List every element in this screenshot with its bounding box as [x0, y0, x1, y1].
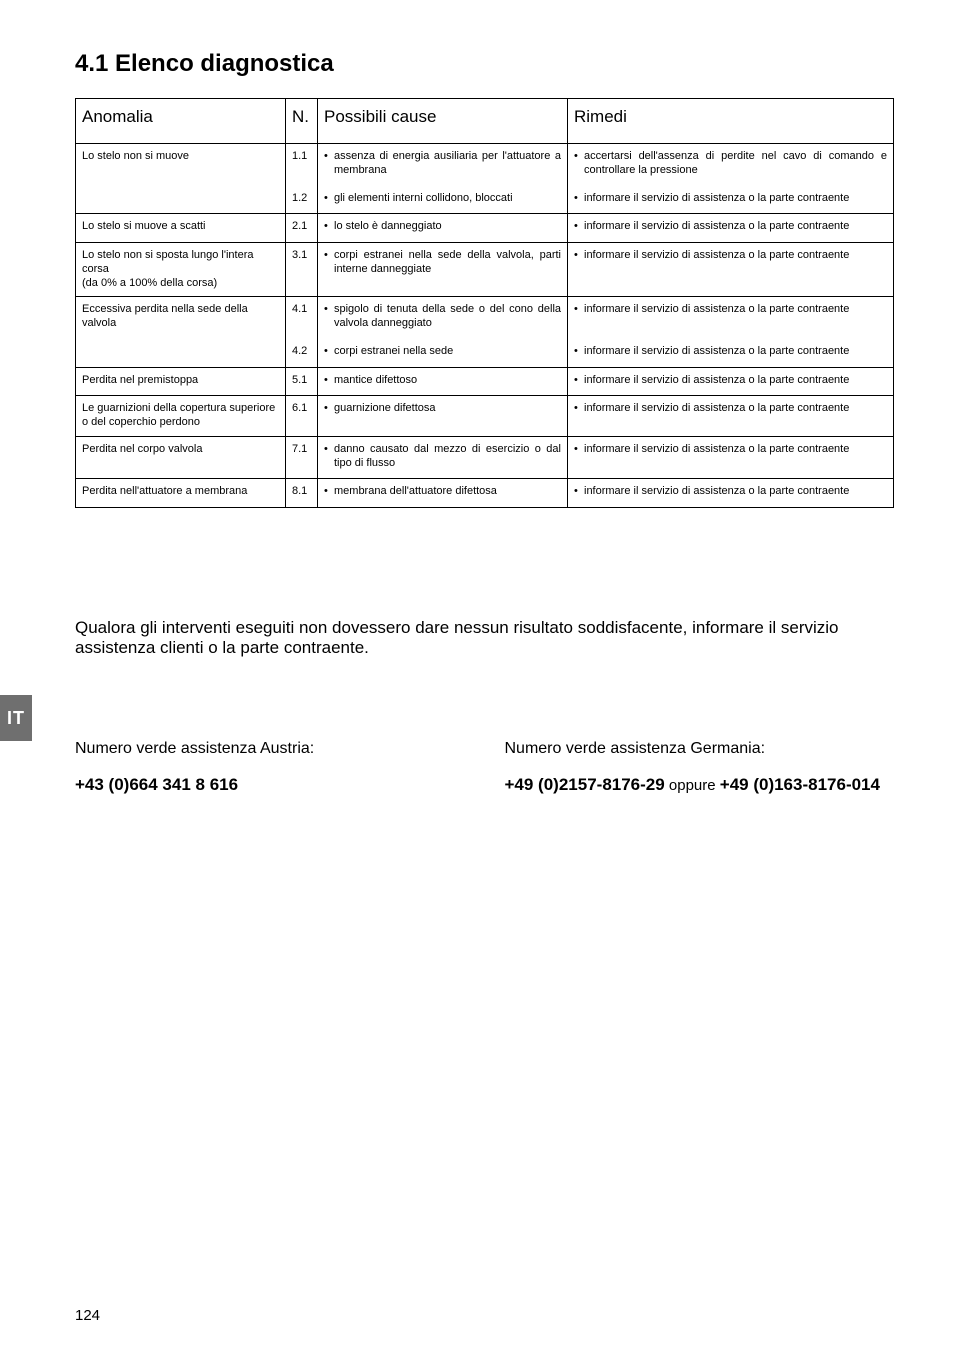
n-cell: 7.1: [286, 436, 318, 479]
th-n: N.: [286, 99, 318, 144]
rimedi-item: informare il servizio di assistenza o la…: [574, 345, 887, 359]
cause-item: assenza di energia ausiliaria per l'attu…: [324, 150, 561, 178]
anomalia-cell: Le guarnizioni della copertura superiore…: [76, 396, 286, 437]
contacts: Numero verde assistenza Austria: +43 (0)…: [75, 739, 894, 796]
th-anomalia: Anomalia: [76, 99, 286, 144]
rimedi-cell: informare il servizio di assistenza o la…: [568, 436, 894, 479]
contact-right-phone-b: +49 (0)163-8176-014: [720, 775, 880, 794]
cause-item: lo stelo è danneggiato: [324, 220, 561, 234]
rimedi-cell: informare il servizio di assistenza o la…: [568, 396, 894, 437]
n-cell: 1.2: [286, 186, 318, 214]
cause-cell: membrana dell'attuatore difettosa: [318, 479, 568, 508]
n-cell: 8.1: [286, 479, 318, 508]
cause-item: gli elementi interni collidono, bloccati: [324, 192, 561, 206]
cause-item: danno causato dal mezzo di esercizio o d…: [324, 443, 561, 471]
cause-cell: assenza di energia ausiliaria per l'attu…: [318, 144, 568, 186]
cause-cell: corpi estranei nella sede: [318, 339, 568, 367]
side-tab: IT: [0, 695, 32, 741]
cause-cell: gli elementi interni collidono, bloccati: [318, 186, 568, 214]
n-cell: 5.1: [286, 367, 318, 396]
n-cell: 4.1: [286, 297, 318, 339]
rimedi-item: informare il servizio di assistenza o la…: [574, 374, 887, 388]
rimedi-cell: informare il servizio di assistenza o la…: [568, 339, 894, 367]
anomalia-cell: Lo stelo non si sposta lungo l'intera co…: [76, 243, 286, 297]
contact-right-phone-a: +49 (0)2157-8176-29: [505, 775, 665, 794]
contact-right: Numero verde assistenza Germania: +49 (0…: [505, 739, 895, 796]
rimedi-item: accertarsi dell'assenza di perdite nel c…: [574, 150, 887, 178]
th-cause: Possibili cause: [318, 99, 568, 144]
rimedi-cell: informare il servizio di assistenza o la…: [568, 214, 894, 243]
anomalia-cell: Perdita nell'attuatore a membrana: [76, 479, 286, 508]
cause-cell: lo stelo è danneggiato: [318, 214, 568, 243]
cause-cell: spigolo di tenuta della sede o del cono …: [318, 297, 568, 339]
rimedi-item: informare il servizio di assistenza o la…: [574, 443, 887, 457]
rimedi-item: informare il servizio di assistenza o la…: [574, 249, 887, 263]
cause-cell: mantice difettoso: [318, 367, 568, 396]
anomalia-cell: Perdita nel premistoppa: [76, 367, 286, 396]
rimedi-item: informare il servizio di assistenza o la…: [574, 402, 887, 416]
cause-item: membrana dell'attuatore difettosa: [324, 485, 561, 499]
n-cell: 4.2: [286, 339, 318, 367]
contact-left-phone: +43 (0)664 341 8 616: [75, 774, 465, 796]
rimedi-cell: informare il servizio di assistenza o la…: [568, 367, 894, 396]
n-cell: 1.1: [286, 144, 318, 186]
th-rimedi: Rimedi: [568, 99, 894, 144]
n-cell: 6.1: [286, 396, 318, 437]
anomalia-cell: Perdita nel corpo valvola: [76, 436, 286, 479]
contact-left: Numero verde assistenza Austria: +43 (0)…: [75, 739, 465, 796]
rimedi-cell: informare il servizio di assistenza o la…: [568, 479, 894, 508]
n-cell: 3.1: [286, 243, 318, 297]
footer-note: Qualora gli interventi eseguiti non dove…: [75, 618, 894, 659]
cause-item: mantice difettoso: [324, 374, 561, 388]
anomalia-cell: Lo stelo si muove a scatti: [76, 214, 286, 243]
n-cell: 2.1: [286, 214, 318, 243]
cause-item: corpi estranei nella sede della valvola,…: [324, 249, 561, 277]
cause-cell: danno causato dal mezzo di esercizio o d…: [318, 436, 568, 479]
section-heading: 4.1 Elenco diagnostica: [75, 50, 894, 78]
anomalia-cell: Lo stelo non si muove: [76, 144, 286, 214]
cause-item: guarnizione difettosa: [324, 402, 561, 416]
rimedi-cell: accertarsi dell'assenza di perdite nel c…: [568, 144, 894, 186]
rimedi-cell: informare il servizio di assistenza o la…: [568, 243, 894, 297]
cause-item: corpi estranei nella sede: [324, 345, 561, 359]
contact-right-label: Numero verde assistenza Germania:: [505, 739, 895, 760]
contact-left-label: Numero verde assistenza Austria:: [75, 739, 465, 760]
contact-right-phone: +49 (0)2157-8176-29 oppure +49 (0)163-81…: [505, 774, 895, 796]
rimedi-item: informare il servizio di assistenza o la…: [574, 485, 887, 499]
cause-item: spigolo di tenuta della sede o del cono …: [324, 303, 561, 331]
rimedi-cell: informare il servizio di assistenza o la…: [568, 186, 894, 214]
contact-right-conj: oppure: [665, 777, 720, 794]
rimedi-cell: informare il servizio di assistenza o la…: [568, 297, 894, 339]
rimedi-item: informare il servizio di assistenza o la…: [574, 303, 887, 317]
rimedi-item: informare il servizio di assistenza o la…: [574, 192, 887, 206]
anomalia-cell: Eccessiva perdita nella sede della valvo…: [76, 297, 286, 367]
rimedi-item: informare il servizio di assistenza o la…: [574, 220, 887, 234]
page-number: 124: [75, 1307, 100, 1324]
cause-cell: corpi estranei nella sede della valvola,…: [318, 243, 568, 297]
diagnostic-table: Anomalia N. Possibili cause Rimedi Lo st…: [75, 98, 894, 508]
cause-cell: guarnizione difettosa: [318, 396, 568, 437]
